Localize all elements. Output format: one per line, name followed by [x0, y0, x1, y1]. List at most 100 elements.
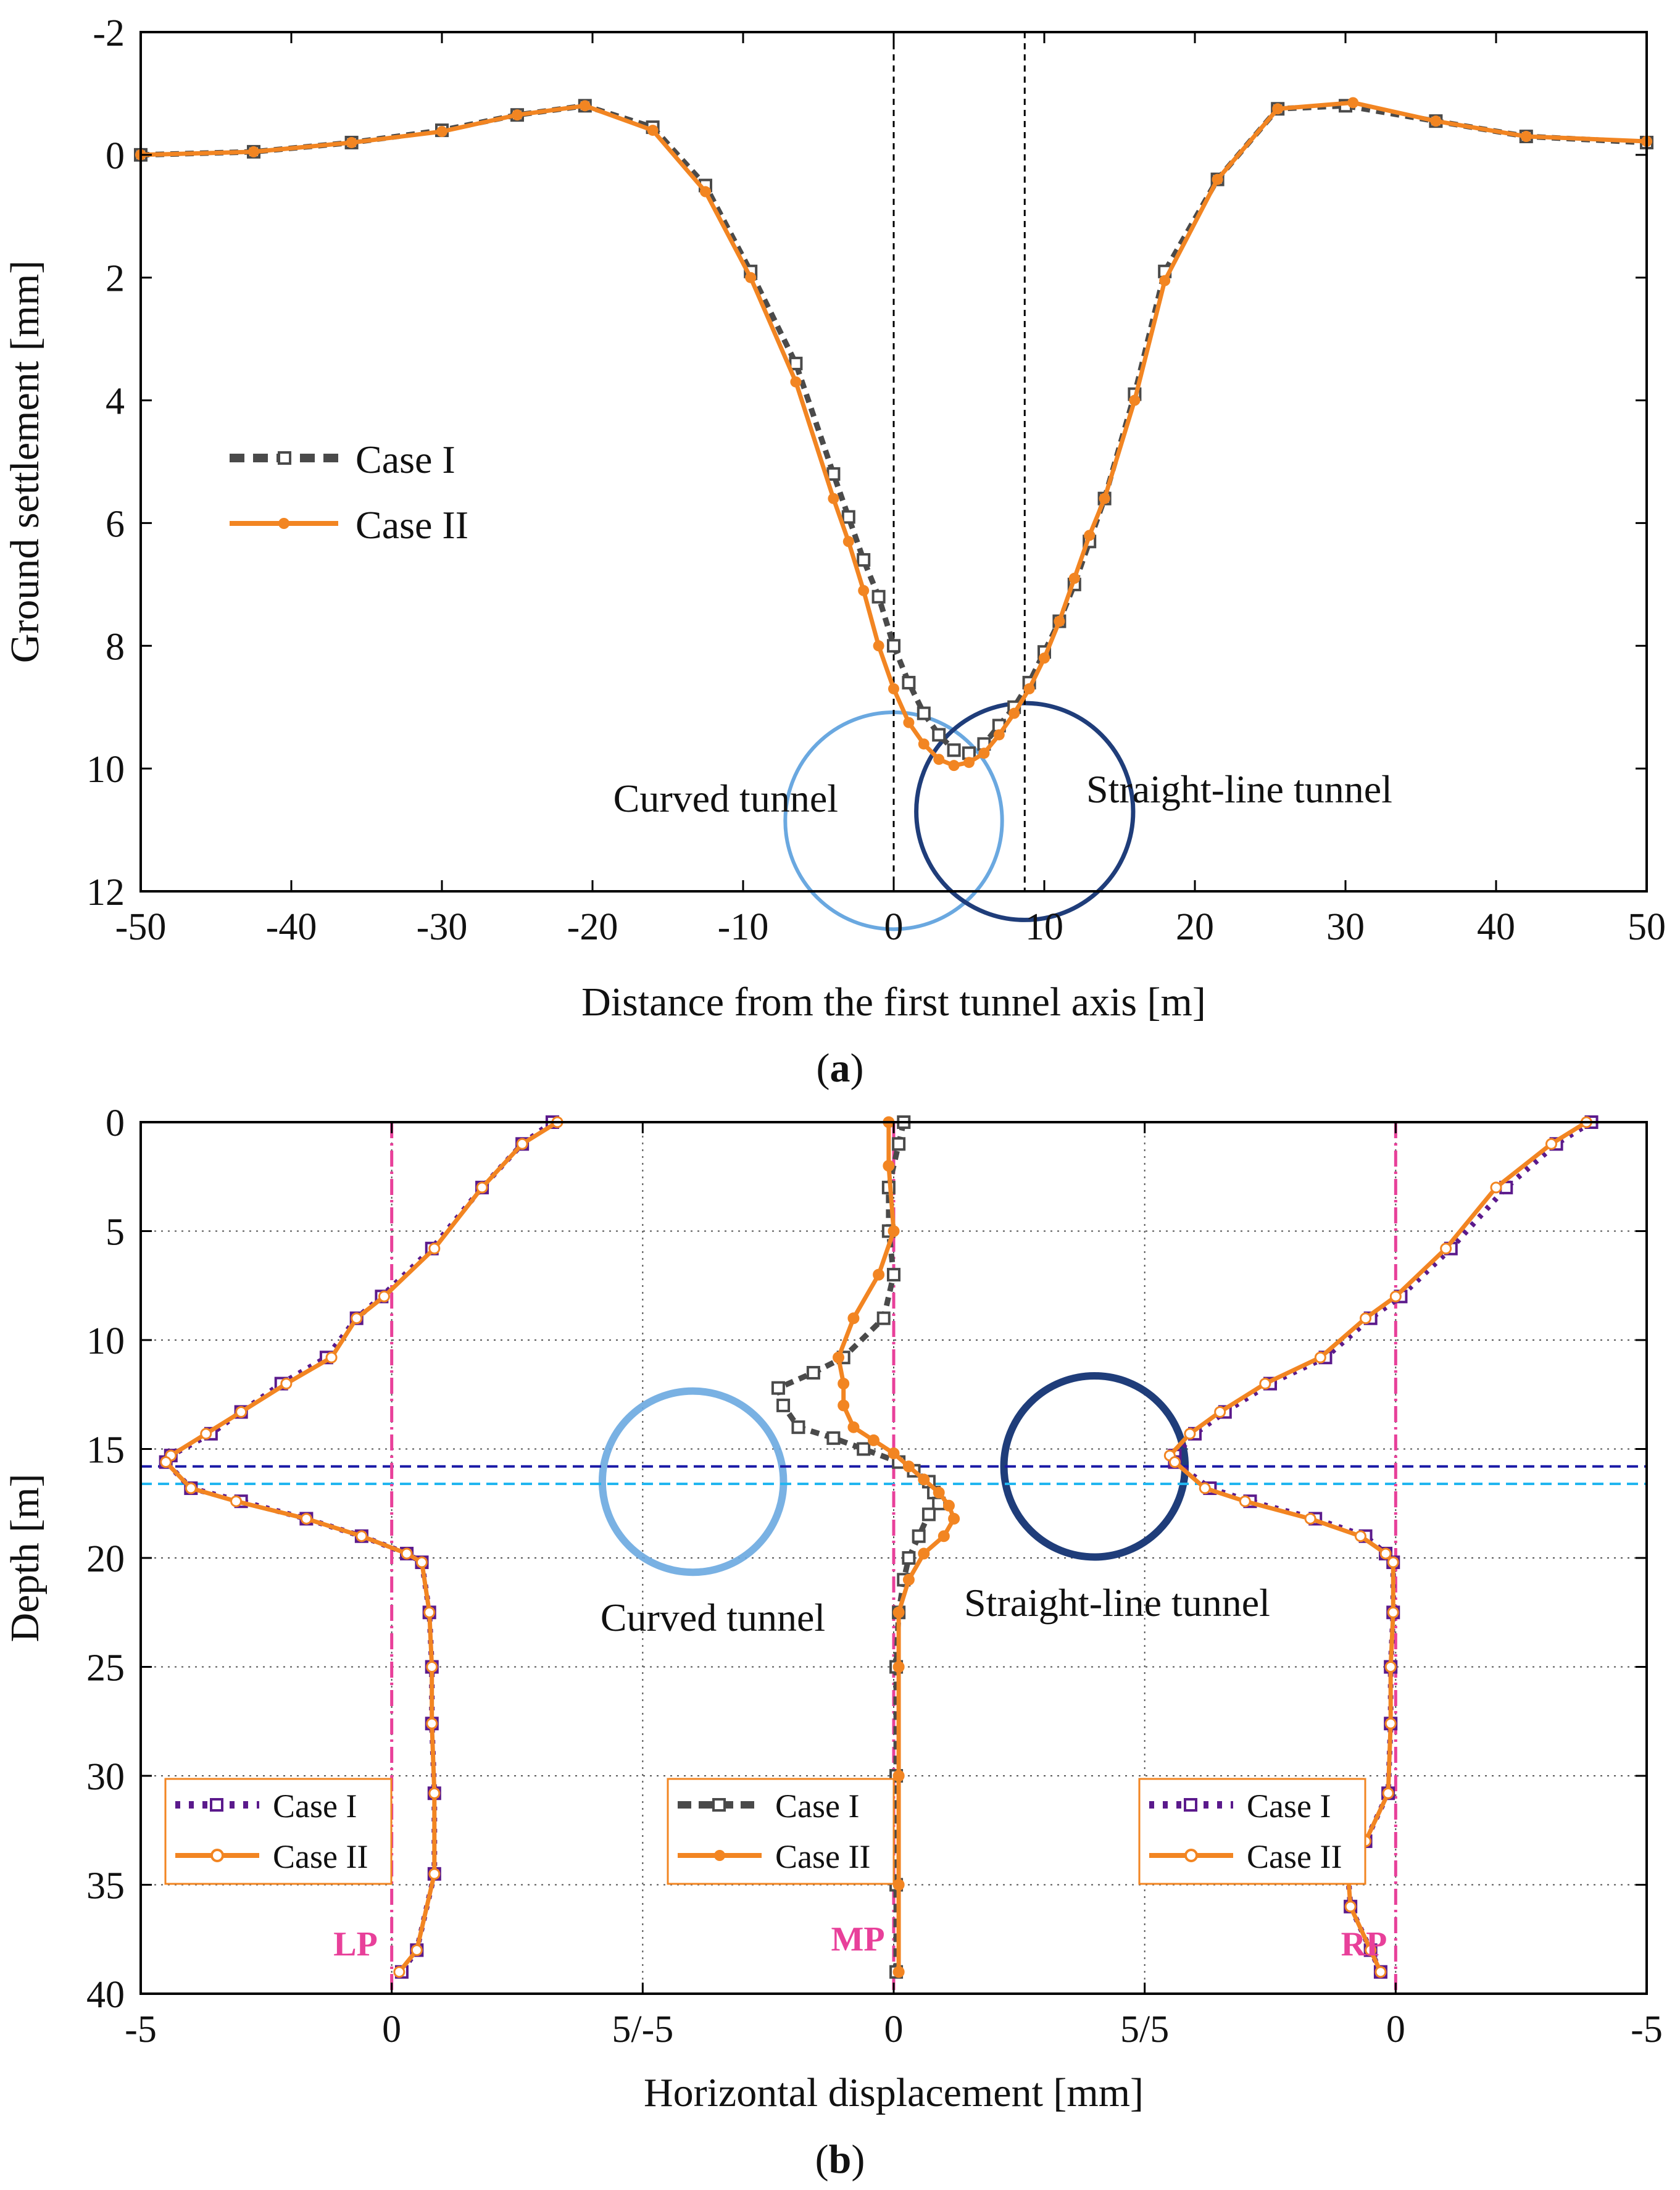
b-lp-case2-point: [230, 1495, 243, 1507]
a-legend: Case I Case II: [230, 438, 468, 547]
a-case2-point: [1023, 683, 1035, 694]
b-rp-case2-point: [1304, 1512, 1316, 1525]
a-y-tick-label: 8: [106, 626, 125, 668]
b-mp-case1-point: [791, 1420, 805, 1434]
a-panel-label: (a): [817, 1046, 864, 1091]
b-mp-case1-point: [892, 1137, 906, 1151]
a-x-tick-label: -30: [417, 906, 468, 948]
a-legend-case2-text: Case II: [356, 503, 468, 547]
b-lp-case2-point: [378, 1290, 390, 1302]
b-mp-case2-point: [892, 1966, 905, 1978]
a-case1-point: [902, 675, 916, 689]
b-curved-tunnel-circle: [598, 1387, 788, 1576]
a-case2-point: [1084, 530, 1096, 541]
a-x-tick-label: 20: [1176, 906, 1214, 948]
a-y-tick-label: 4: [106, 381, 125, 423]
b-mp-case2-point: [838, 1399, 850, 1412]
a-x-axis-label: Distance from the first tunnel axis [m]: [581, 980, 1206, 1025]
b-lp-case2-point: [410, 1944, 423, 1956]
a-case1-point: [947, 743, 961, 757]
a-case2-point: [1129, 394, 1141, 406]
b-y-axis-label: Depth [m]: [2, 1473, 48, 1642]
b-lp-case2-point: [428, 1243, 441, 1255]
b-rp-case2-point: [1440, 1243, 1452, 1255]
b-rp-case2-point: [1387, 1556, 1399, 1568]
b-legend-lp-case2-marker: [210, 1849, 224, 1862]
b-rp-case2-point: [1354, 1530, 1366, 1543]
b-mp-case2-point: [847, 1312, 860, 1325]
b-lp-case2-point: [428, 1787, 441, 1799]
b-mp-case1-point: [887, 1268, 900, 1282]
a-case2-point: [745, 272, 757, 283]
a-y-axis-label: Ground settlement [mm]: [2, 260, 48, 664]
a-case2-point: [436, 126, 447, 138]
b-rp-case2-point: [1184, 1428, 1196, 1440]
a-legend-case1-marker: [278, 451, 291, 465]
b-y-tick-label: 40: [86, 1974, 125, 2016]
b-rp-case2-point: [1239, 1495, 1251, 1507]
b-mp-label: MP: [831, 1920, 884, 1959]
a-case2-point: [888, 683, 899, 694]
b-mp-case2-point: [933, 1486, 945, 1499]
a-reference-lines: [892, 32, 1026, 891]
a-y-tick-label: 6: [106, 503, 125, 545]
b-lp-case2-point: [401, 1547, 413, 1560]
b-rp-case2-point: [1384, 1717, 1397, 1730]
b-rp-case2-point: [1344, 1901, 1357, 1913]
a-case2-point: [963, 757, 975, 768]
b-lp-case2-point: [300, 1512, 312, 1525]
b-lp-label: LP: [333, 1925, 378, 1963]
a-x-tick-label: 30: [1326, 906, 1365, 948]
a-case2-point: [1008, 707, 1020, 719]
b-mp-case2-point: [833, 1351, 845, 1364]
b-rp-case2-point: [1199, 1482, 1211, 1494]
b-lp-case2-point: [160, 1456, 172, 1468]
a-x-tick-label: 40: [1477, 906, 1515, 948]
b-rp-case2-point: [1389, 1290, 1402, 1302]
a-case2-point: [1039, 652, 1050, 664]
b-mp-case2-point: [883, 1160, 895, 1172]
b-lp-case2-point: [200, 1428, 212, 1440]
a-case2-point: [512, 109, 523, 121]
b-lp-case2-point: [415, 1556, 428, 1568]
b-legend-lp-case1-text: Case I: [273, 1788, 357, 1825]
b-legend-rp-case2-marker: [1184, 1849, 1198, 1862]
b-mp-case1-point: [921, 1507, 936, 1522]
b-mp-case1-point: [776, 1398, 791, 1412]
b-legend-rp-case1-marker: [1184, 1798, 1197, 1812]
b-y-tick-label: 20: [86, 1538, 125, 1580]
b-mp-case2-point: [938, 1530, 950, 1543]
a-y-tick-label: 2: [106, 258, 125, 300]
a-case2-point: [1068, 572, 1080, 584]
a-case2-point: [1347, 97, 1359, 109]
b-legend-rp-case2-text: Case II: [1247, 1838, 1342, 1875]
a-x-tick-label: 50: [1628, 906, 1666, 948]
b-rp-case2-point: [1365, 1944, 1377, 1956]
b-legend-rp-box: [1138, 1778, 1366, 1885]
a-case2-point: [903, 717, 915, 728]
b-y-tick-label: 30: [86, 1756, 125, 1798]
b-x-tick-label: -5: [1631, 2009, 1663, 2051]
a-case2-point: [579, 100, 591, 112]
b-mp-case2-point: [888, 1447, 900, 1460]
b-legend-mp-case1-marker: [712, 1798, 726, 1812]
b-mp-case2-point: [867, 1434, 880, 1446]
a-case2-point: [1099, 493, 1110, 504]
b-mp-case2-point: [892, 1879, 905, 1891]
a-case2-point: [790, 376, 802, 388]
b-lp-case2-point: [426, 1717, 438, 1730]
b-x-tick-label: 0: [382, 2009, 401, 2051]
b-lp-case2-point: [476, 1181, 488, 1194]
b-lp-case2-point: [325, 1351, 338, 1364]
a-case1-point: [917, 706, 931, 720]
b-lp-case2-point: [235, 1405, 247, 1418]
a-case2-point: [700, 186, 711, 198]
b-lp-case2-point: [393, 1966, 405, 1978]
b-y-tick-label: 10: [86, 1320, 125, 1362]
a-case2-point: [842, 536, 854, 548]
b-legend-rp-case1-text: Case I: [1247, 1788, 1331, 1825]
b-x-tick-label: 5/-5: [612, 2009, 673, 2051]
panel-b: -5 0 5/-5 0 5/5 0 -5 0 5 10 15 20 25 30 35 40 Horizonta…: [2, 1102, 1663, 2182]
